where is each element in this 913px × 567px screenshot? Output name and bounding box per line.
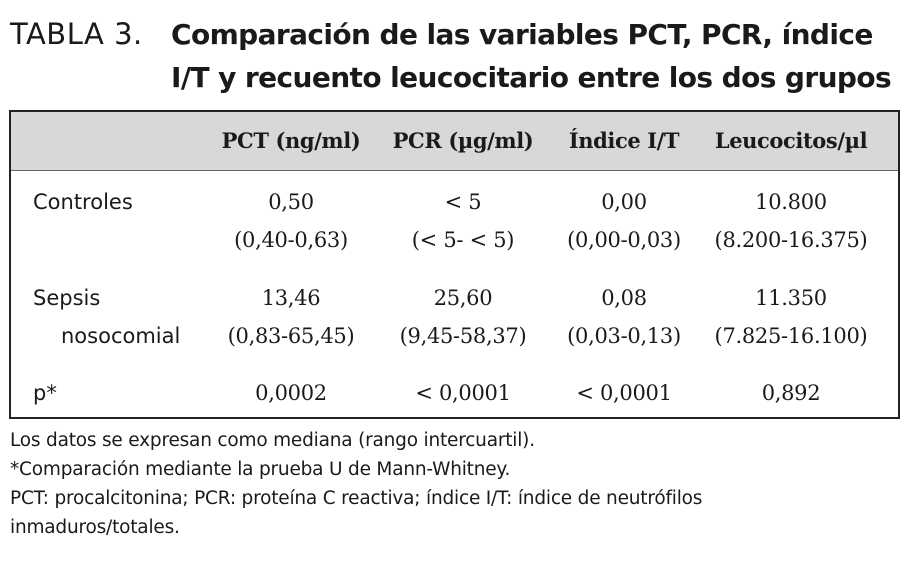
header-pct: PCT (ng/ml) (221, 128, 361, 153)
row-label-p: p* (33, 381, 57, 405)
cell-value: 13,46 (261, 286, 321, 310)
footnote-mann-whitney: *Comparación mediante la prueba U de Man… (10, 459, 511, 480)
table-header-row: PCT (ng/ml) PCR (µg/ml) Índice I/T Leuco… (11, 112, 898, 171)
cell-value: 10.800 (755, 190, 827, 214)
header-leucocitos: Leucocitos/µl (714, 128, 868, 153)
title-line-1: Comparación de las variables PCT, PCR, í… (171, 18, 873, 51)
row-label-controles: Controles (33, 190, 133, 214)
footnote-median: Los datos se expresan como mediana (rang… (10, 430, 535, 451)
cell-value: 0,00 (601, 190, 647, 214)
cell-value: 0,0002 (255, 381, 327, 405)
cell-range: (7.825-16.100) (714, 324, 868, 348)
table-footnotes: Los datos se expresan como mediana (rang… (10, 426, 905, 542)
cell-range: (< 5- < 5) (411, 228, 515, 252)
footnote-abbreviations-cont: inmaduros/totales. (10, 517, 180, 538)
header-pcr: PCR (µg/ml) (392, 128, 534, 153)
cell-range: (0,00-0,03) (567, 228, 681, 252)
cell-range: (0,03-0,13) (567, 324, 681, 348)
cell-value: 0,50 (268, 190, 314, 214)
cell-value: < 0,0001 (415, 381, 511, 405)
cell-value: 0,08 (601, 286, 647, 310)
cell-range: (0,40-0,63) (234, 228, 348, 252)
row-label-sepsis: Sepsis (33, 286, 101, 310)
row-label-nosocomial: nosocomial (61, 324, 181, 348)
cell-range: (9,45-58,37) (399, 324, 527, 348)
header-indice-it: Índice I/T (568, 128, 680, 153)
cell-value: 11.350 (755, 286, 827, 310)
footnote-abbreviations: PCT: procalcitonina; PCR: proteína C rea… (10, 488, 703, 509)
cell-value: < 0,0001 (576, 381, 672, 405)
cell-value: 0,892 (761, 381, 821, 405)
data-table: PCT (ng/ml) PCR (µg/ml) Índice I/T Leuco… (9, 110, 900, 419)
table-title: TABLA 3. Comparación de las variables PCT… (10, 12, 900, 100)
title-line-2: I/T y recuento leucocitario entre los do… (171, 61, 892, 94)
cell-value: 25,60 (433, 286, 493, 310)
table-number: TABLA 3. (10, 17, 143, 51)
cell-range: (0,83-65,45) (227, 324, 355, 348)
cell-value: < 5 (444, 190, 482, 214)
cell-range: (8.200-16.375) (714, 228, 868, 252)
